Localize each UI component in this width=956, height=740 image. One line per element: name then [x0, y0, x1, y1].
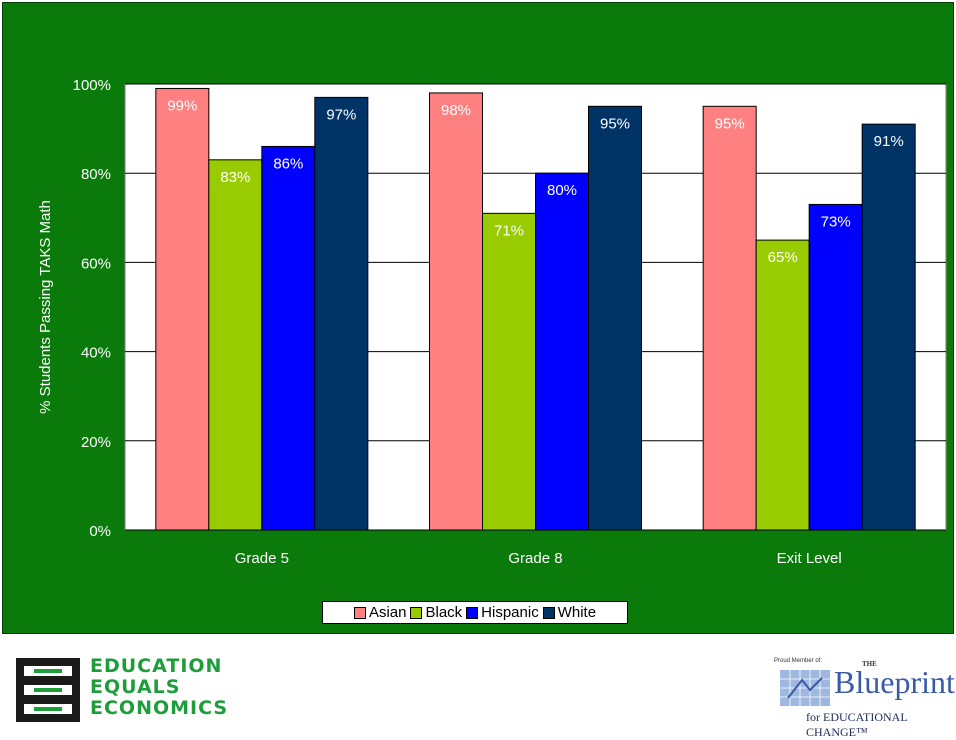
legend-label: Hispanic: [481, 604, 539, 621]
legend-swatch: [466, 606, 479, 619]
data-label: 95%: [715, 115, 745, 132]
chart-legend: Asian Black Hispanic White: [322, 601, 628, 624]
bar-hispanic: [535, 172, 589, 531]
education-equals-economics-logo: EDUCATION EQUALS ECONOMICS: [14, 656, 227, 726]
blueprint-the: THE: [862, 660, 877, 668]
data-label: 97%: [326, 106, 356, 123]
legend-swatch: [410, 606, 423, 619]
bar-asian: [155, 87, 210, 531]
y-axis-title: % Students Passing TAKS Math: [37, 200, 54, 414]
bar-hispanic: [261, 145, 316, 531]
data-label: 73%: [821, 213, 851, 230]
bar-white: [588, 105, 642, 531]
y-tick-label: 100%: [73, 77, 111, 94]
y-tick-label: 20%: [81, 434, 111, 451]
x-tick-label: Grade 8: [508, 550, 562, 567]
logo-line-2: EQUALS: [90, 676, 181, 698]
y-tick-label: 60%: [81, 255, 111, 272]
data-label: 91%: [874, 133, 904, 150]
legend-label: Asian: [368, 604, 407, 621]
legend-swatch: [542, 606, 555, 619]
bar-asian: [702, 105, 757, 531]
bar-white: [314, 96, 369, 531]
blueprint-grid-icon: [780, 670, 830, 706]
legend-item-asian: Asian: [353, 604, 407, 621]
bar-white: [861, 123, 916, 531]
data-label: 65%: [768, 249, 798, 266]
legend-item-hispanic: Hispanic: [466, 604, 539, 621]
legend-label: Black: [425, 604, 463, 621]
bar-chart: 0% 20% 40% 60% 80% 100% % Students Passing TAK…: [37, 77, 947, 567]
blueprint-logo: Proud Member of: THE Blueprint for EDUCA…: [770, 656, 956, 739]
bar-black: [208, 159, 263, 531]
bar-black: [482, 212, 536, 531]
y-tick-label: 40%: [81, 345, 111, 362]
data-label: 86%: [273, 155, 303, 172]
data-label: 95%: [600, 115, 630, 132]
legend-item-black: Black: [410, 604, 462, 621]
blueprint-name: Blueprint: [834, 664, 955, 700]
data-label: 71%: [494, 222, 524, 239]
logo-line-3: ECONOMICS: [90, 697, 229, 719]
ee-mark-icon: [16, 658, 80, 722]
blueprint-caption: Proud Member of:: [774, 658, 823, 664]
bar-asian: [429, 92, 483, 531]
data-label: 98%: [441, 102, 471, 119]
blueprint-tagline: for EDUCATIONAL CHANGE™: [806, 710, 908, 739]
bar-black: [755, 239, 810, 531]
bar-hispanic: [808, 203, 863, 531]
data-label: 80%: [547, 182, 577, 199]
data-label: 83%: [220, 169, 250, 186]
data-label: 99%: [167, 97, 197, 114]
x-tick-label: Exit Level: [777, 550, 842, 567]
y-tick-label: 0%: [89, 523, 111, 540]
legend-swatch: [353, 606, 366, 619]
logo-line-1: EDUCATION: [90, 655, 223, 677]
y-tick-label: 80%: [81, 166, 111, 183]
legend-item-white: White: [542, 604, 597, 621]
legend-label: White: [557, 604, 597, 621]
x-tick-label: Grade 5: [235, 550, 289, 567]
